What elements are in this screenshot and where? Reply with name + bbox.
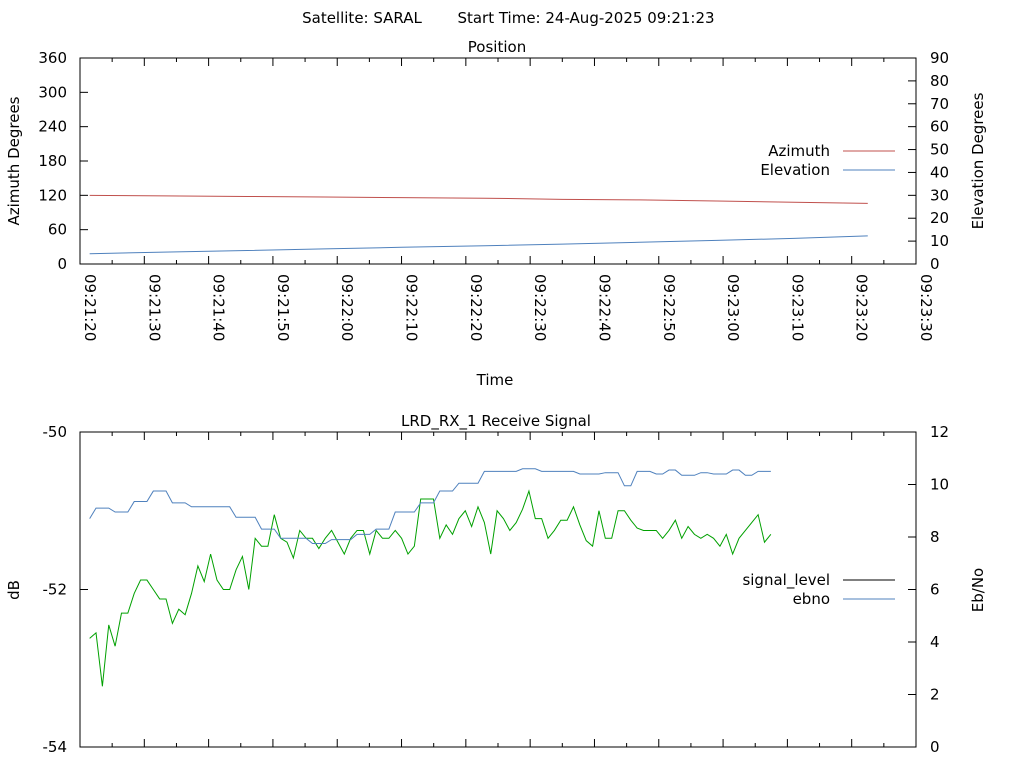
receive-signal-chart-title: LRD_RX_1 Receive Signal [401,412,591,431]
elevation-series-line [89,235,868,255]
position-xtick-label: 09:22:30 [531,274,549,341]
position-xtick-label: 09:22:10 [403,274,421,341]
db-ytick-label: -54 [43,738,68,756]
elevation-y2tick-label: 70 [930,95,949,113]
ebno-y2tick-label: 0 [930,738,940,756]
azimuth-ytick-label: 0 [57,255,67,273]
ebno-axis-label: Eb/No [969,568,987,612]
azimuth-ytick-label: 360 [38,49,67,67]
legend-label-signal-level: signal_level [742,571,830,590]
ebno-y2tick-label: 6 [930,581,940,599]
signal-level-series-line [89,489,772,687]
elevation-y2tick-label: 80 [930,72,949,90]
position-xtick-label: 09:23:30 [917,274,935,341]
position-xtick-label: 09:23:10 [788,274,806,341]
azimuth-series-line [89,194,868,204]
position-xtick-label: 09:23:20 [853,274,871,341]
elevation-y2tick-label: 0 [930,255,940,273]
azimuth-ytick-label: 300 [38,83,67,101]
azimuth-axis-label: Azimuth Degrees [5,96,23,225]
position-xtick-label: 09:21:20 [81,274,99,341]
azimuth-ytick-label: 120 [38,186,67,204]
elevation-axis-label: Elevation Degrees [969,92,987,229]
ebno-y2tick-label: 4 [930,633,940,651]
receive-signal-chart: LRD_RX_1 Receive Signal dB Eb/No signal_… [5,412,987,756]
ebno-y2tick-label: 2 [930,686,940,704]
db-axis-label: dB [5,580,23,600]
position-xtick-label: 09:22:20 [467,274,485,341]
elevation-y2tick-label: 90 [930,49,949,67]
db-ytick-label: -50 [43,423,68,441]
position-xtick-label: 09:21:30 [145,274,163,341]
legend-label-ebno: ebno [793,590,830,608]
position-chart-xlabel: Time [476,371,514,389]
position-xtick-label: 09:22:40 [595,274,613,341]
ebno-y2tick-label: 8 [930,528,940,546]
elevation-y2tick-label: 50 [930,141,949,159]
ebno-series-line [89,468,771,545]
ebno-y2tick-label: 10 [930,476,949,494]
position-chart: Position Time Azimuth Degrees Elevation … [5,38,987,389]
position-xtick-label: 09:22:00 [338,274,356,341]
elevation-y2tick-label: 20 [930,209,949,227]
position-xtick-label: 09:22:50 [660,274,678,341]
ebno-y2tick-label: 12 [930,423,949,441]
azimuth-ytick-label: 60 [48,221,67,239]
elevation-y2tick-label: 10 [930,232,949,250]
position-xtick-label: 09:21:50 [274,274,292,341]
elevation-y2tick-label: 30 [930,186,949,204]
signal-plot-frame [79,431,917,748]
db-ytick-label: -52 [43,581,68,599]
position-chart-title: Position [468,38,526,56]
position-xtick-label: 09:23:00 [724,274,742,341]
elevation-y2tick-label: 40 [930,163,949,181]
position-xtick-label: 09:21:40 [210,274,228,341]
elevation-y2tick-label: 60 [930,118,949,136]
azimuth-ytick-label: 180 [38,152,67,170]
satellite-label: Satellite: SARAL [302,9,422,27]
legend-label-elevation: Elevation [760,161,830,179]
start-time-label: Start Time: 24-Aug-2025 09:21:23 [457,9,714,27]
azimuth-ytick-label: 240 [38,118,67,136]
legend-label-azimuth: Azimuth [768,142,830,160]
